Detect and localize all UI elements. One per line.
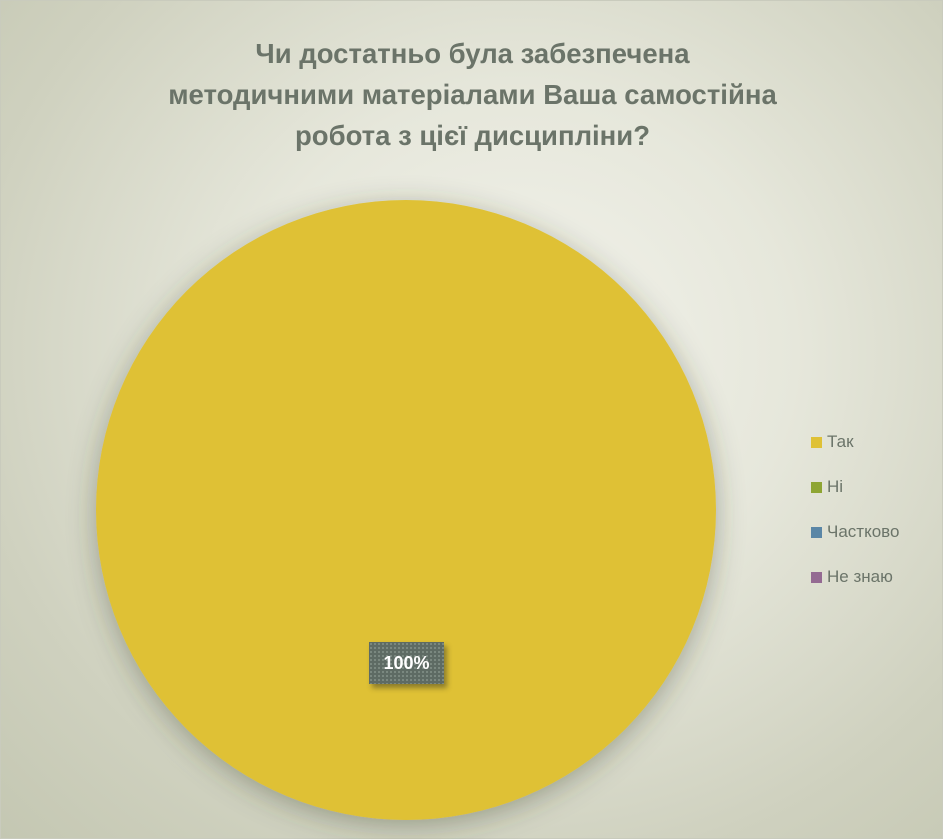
legend-swatch-ni — [811, 481, 822, 493]
chart-title: Чи достатньо була забезпечена методичним… — [61, 33, 884, 156]
legend-swatch-chastkovo — [811, 526, 822, 538]
legend-label-tak: Так — [827, 432, 854, 451]
legend-item-tak: Так — [811, 427, 941, 457]
legend-label-chastkovo: Частково — [827, 522, 900, 541]
data-label-tak: 100% — [383, 652, 430, 673]
legend-swatch-ne-znayu — [811, 571, 822, 583]
legend-item-ni: Ні — [811, 472, 941, 502]
legend-swatch-tak — [811, 436, 822, 448]
chart-title-line-3: робота з цієї дисципліни? — [294, 120, 651, 151]
chart-title-line-1: Чи достатньо була забезпечена — [255, 38, 690, 69]
pie-slice-tak — [96, 200, 716, 820]
data-label-box: 100% — [369, 642, 444, 684]
legend: Так Ні Частково Не знаю — [811, 427, 941, 607]
legend-label-ni: Ні — [827, 477, 844, 496]
chart-title-line-2: методичними матеріалами Ваша самостійна — [168, 79, 777, 110]
legend-item-chastkovo: Частково — [811, 517, 941, 547]
legend-label-ne-znayu: Не знаю — [827, 567, 893, 586]
legend-item-ne-znayu: Не знаю — [811, 562, 941, 592]
